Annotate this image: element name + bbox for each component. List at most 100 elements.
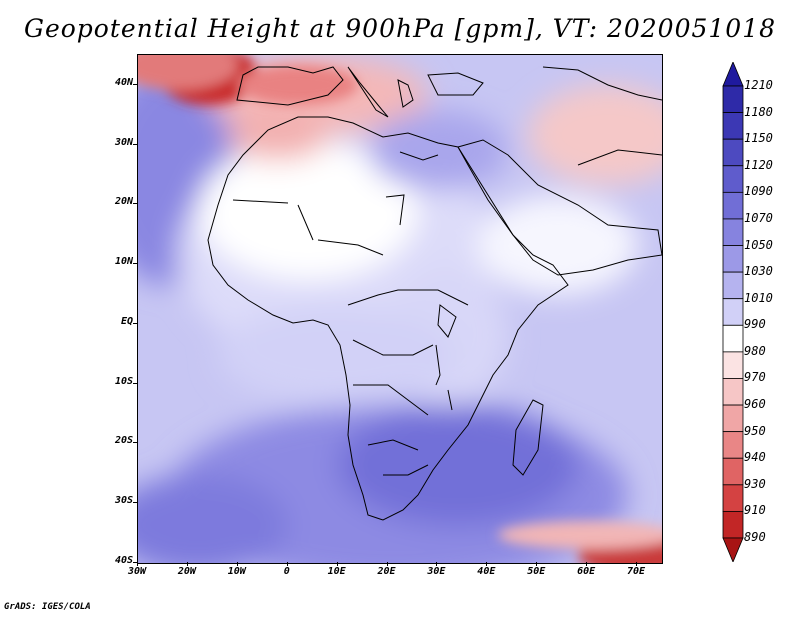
map-svg <box>138 55 662 563</box>
lon-tick <box>436 562 438 566</box>
lon-label-60e: 60E <box>577 566 596 577</box>
field-atlantic-low-edge <box>138 55 238 90</box>
colorbar-box <box>722 511 744 539</box>
lon-label-30w: 30W <box>127 566 147 577</box>
colorbar-box <box>722 351 744 379</box>
lat-tick <box>133 83 137 85</box>
colorbar-label-910: 910 <box>744 503 766 518</box>
colorbar-label-1010: 1010 <box>744 290 773 305</box>
colorbar-label-970: 970 <box>744 370 766 385</box>
lat-tick <box>133 263 137 265</box>
lat-label-10s: 10S <box>114 375 133 387</box>
colorbar-box <box>722 298 744 326</box>
colorbar-box <box>722 271 744 300</box>
lat-label-20s: 20S <box>114 435 133 447</box>
colorbar-label-1180: 1180 <box>744 104 773 119</box>
lat-tick <box>133 502 137 504</box>
lon-tick <box>137 562 138 566</box>
colorbar-label-930: 930 <box>744 476 766 491</box>
field-morocco-low <box>228 110 328 160</box>
colorbar-min-triangle <box>722 537 744 562</box>
lake-victoria <box>437 304 457 338</box>
colorbar-box <box>722 404 744 433</box>
colorbar-label-890: 890 <box>744 530 766 544</box>
colorbar-box <box>722 112 744 140</box>
lat-label-20n: 20N <box>114 196 133 208</box>
lon-tick <box>536 562 538 566</box>
lat-label-10n: 10N <box>114 256 133 268</box>
lat-tick <box>133 143 137 145</box>
lat-label-eq: EQ <box>120 315 133 327</box>
lon-label-20e: 20E <box>377 566 396 577</box>
field-iran-low <box>528 85 662 185</box>
lat-label-30s: 30S <box>114 495 133 507</box>
lon-label-10w: 10W <box>227 566 246 577</box>
lon-label-70e: 70E <box>627 566 646 577</box>
colorbar-box <box>722 431 744 459</box>
lon-label-0: 0 <box>283 566 290 577</box>
great-lakes <box>435 344 453 411</box>
coast-iberia <box>236 66 344 106</box>
lon-tick <box>186 562 188 566</box>
lon-tick <box>236 562 238 566</box>
colorbar-box <box>722 165 744 193</box>
colorbar-max-triangle <box>722 62 744 87</box>
lat-tick <box>133 442 137 444</box>
colorbar-box <box>722 191 744 220</box>
colorbar-label-940: 940 <box>744 450 766 465</box>
coast-italy <box>347 66 389 118</box>
lat-tick <box>133 203 137 205</box>
lon-tick <box>286 562 288 566</box>
field-arabia <box>478 195 638 295</box>
field-congo-basin <box>218 305 458 405</box>
country-borders-south <box>347 289 469 476</box>
coast-greece <box>397 79 414 108</box>
lon-tick <box>336 562 338 566</box>
lat-tick <box>133 562 137 563</box>
colorbar <box>722 62 744 562</box>
colorbar-label-990: 990 <box>744 317 766 332</box>
colorbar-box <box>722 218 744 246</box>
lat-label-40s: 40S <box>114 555 133 566</box>
lat-tick <box>133 322 137 324</box>
lon-label-30e: 30E <box>427 566 446 577</box>
field-southern-ocean-edge <box>498 521 662 549</box>
colorbar-label-1030: 1030 <box>744 264 773 279</box>
coast-madagascar <box>512 399 544 476</box>
grads-credit: GrADS: IGES/COLA <box>4 602 91 612</box>
lat-label-30n: 30N <box>114 136 133 148</box>
field-north-africa <box>198 140 418 280</box>
country-borders-north <box>232 151 439 256</box>
coast-turkey <box>427 72 484 96</box>
colorbar-label-950: 950 <box>744 423 766 438</box>
colorbar-box <box>722 245 744 273</box>
coast-arabia <box>457 139 662 276</box>
map-plot-area <box>137 54 663 564</box>
lat-label-40n: 40N <box>114 76 133 88</box>
field-iberia-core <box>238 65 358 105</box>
colorbar-label-1050: 1050 <box>744 237 773 252</box>
field-southern-africa-high <box>338 405 578 525</box>
chart-title: Geopotential Height at 900hPa [gpm], VT:… <box>23 14 777 43</box>
colorbar-box <box>722 138 744 167</box>
colorbar-box <box>722 484 744 512</box>
colorbar-label-1210: 1210 <box>744 78 773 92</box>
coast-iran <box>542 66 662 166</box>
colorbar-box <box>722 324 744 353</box>
lon-label-50e: 50E <box>527 566 546 577</box>
lon-tick <box>636 562 638 566</box>
lon-tick <box>486 562 488 566</box>
lon-label-20w: 20W <box>177 566 196 577</box>
lon-tick <box>586 562 588 566</box>
field-mediterranean <box>368 110 508 190</box>
colorbar-label-960: 960 <box>744 397 766 412</box>
lat-tick <box>133 382 137 384</box>
colorbar-box <box>722 378 744 406</box>
colorbar-box <box>722 457 744 486</box>
coastlines <box>207 66 662 521</box>
coast-africa <box>207 116 569 521</box>
colorbar-label-1070: 1070 <box>744 210 773 225</box>
lon-tick <box>386 562 388 566</box>
lon-label-40e: 40E <box>477 566 496 577</box>
field-south-atlantic-high <box>138 475 288 563</box>
